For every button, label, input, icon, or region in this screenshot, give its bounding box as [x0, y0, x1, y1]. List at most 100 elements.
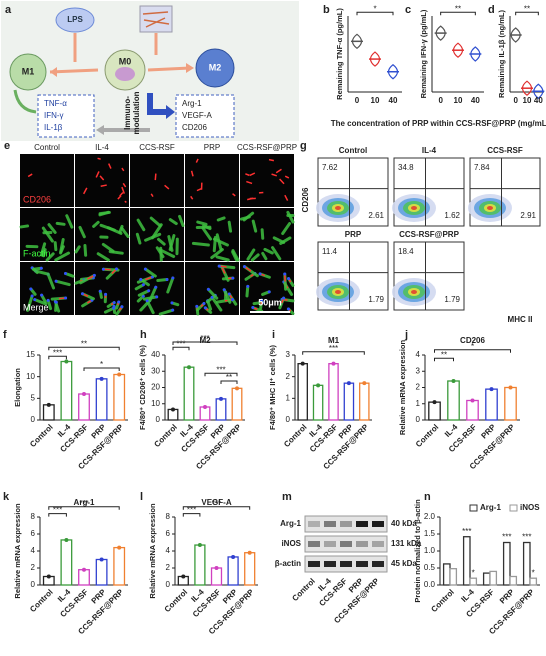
m2-marker: Arg-1 — [182, 99, 202, 108]
micrograph — [185, 208, 239, 261]
quadrant-value: 11.4 — [322, 247, 338, 256]
mean-point — [82, 392, 86, 396]
arrow — [49, 33, 99, 74]
nucleus-stain — [115, 267, 119, 271]
significance-bracket — [302, 351, 365, 355]
bar — [482, 572, 491, 586]
y-axis-label: Relative mRNA expression — [13, 503, 22, 599]
cell-stain — [19, 224, 30, 229]
cell-stain — [150, 193, 154, 198]
y-tick-label: 2 — [31, 563, 36, 572]
bar — [312, 384, 324, 421]
panel-label: g — [300, 140, 307, 152]
cell-stain — [284, 175, 290, 179]
significance: *** — [462, 527, 471, 536]
blot-band — [324, 561, 336, 567]
y-tick-label: 1 — [416, 399, 421, 408]
significance: * — [100, 360, 103, 369]
cell-stain — [250, 253, 260, 262]
blot-size: 40 kDa — [391, 519, 417, 528]
x-tick-label: Control — [152, 423, 178, 449]
m2-marker: VEGF-A — [182, 111, 212, 120]
cell-stain — [135, 232, 142, 245]
cell-stain — [159, 246, 163, 262]
cell-stain — [120, 226, 130, 238]
chart-title: CD206 — [460, 336, 485, 345]
mean-point — [64, 359, 69, 364]
mean-point — [247, 550, 252, 555]
nucleus-stain — [120, 305, 124, 309]
m1-marker: IL-1β — [44, 123, 63, 132]
nucleus-stain — [101, 267, 105, 271]
violin — [387, 63, 399, 80]
cell-stain — [98, 210, 111, 216]
bar — [183, 366, 195, 421]
y-tick-label: 4 — [31, 546, 36, 555]
arrow — [147, 33, 191, 72]
blot-band — [324, 541, 336, 547]
nucleus-stain — [202, 302, 206, 306]
y-tick-label: 0 — [286, 415, 291, 424]
cell-stain — [107, 163, 112, 169]
panel-label: i — [272, 329, 275, 341]
cell-stain — [195, 158, 199, 163]
plot-title: CCS-RSF — [487, 146, 523, 155]
nucleus-stain — [242, 265, 246, 269]
y-tick-label: 0 — [31, 580, 36, 589]
cell-stain — [190, 170, 194, 177]
bar — [194, 544, 206, 586]
nucleus-stain — [246, 284, 250, 288]
blot-band — [356, 541, 368, 547]
chart-title: M2 — [199, 336, 211, 345]
mean-point — [470, 398, 475, 403]
mean-point — [171, 407, 175, 412]
y-tick-label: 6 — [31, 529, 36, 538]
nucleus-stain — [171, 276, 175, 280]
bar — [60, 539, 73, 586]
bar — [210, 567, 223, 586]
m1-cell — [9, 53, 47, 91]
y-tick-label: 3 — [286, 350, 291, 359]
cell-stain — [65, 214, 74, 229]
nucleus-stain — [139, 277, 143, 281]
micrograph — [185, 262, 239, 315]
y-tick-label: 15 — [26, 350, 35, 359]
y-tick-label: 10 — [26, 372, 35, 381]
y-tick-label: 1 — [286, 393, 291, 402]
mean-point — [117, 545, 122, 550]
panel-label: k — [3, 491, 10, 503]
nucleus-stain — [258, 272, 262, 276]
x-tick-label: Control — [28, 423, 54, 449]
legend-swatch — [469, 504, 478, 512]
m1-marker-box — [37, 94, 95, 138]
cell-stain — [191, 241, 210, 247]
bar — [297, 363, 308, 421]
density-contour — [411, 206, 417, 210]
y-tick-label: 5 — [31, 393, 36, 402]
significance-bracket — [204, 372, 238, 377]
mean-point — [197, 543, 202, 548]
cell-stain — [119, 191, 124, 197]
x-tick-label: Control — [414, 423, 440, 449]
blot-band — [372, 541, 384, 547]
row-label: CD206 — [23, 194, 51, 204]
cell-stain — [154, 173, 157, 181]
y-axis-label: F4/80⁺ CD206⁺ cells (%) — [138, 344, 147, 430]
cell-stain — [148, 285, 158, 303]
nucleus-stain — [30, 294, 34, 298]
bar — [113, 546, 126, 586]
m2-marker: CD206 — [182, 123, 207, 132]
cell-stain — [82, 187, 88, 195]
bar — [442, 563, 451, 586]
nucleus-stain — [222, 288, 226, 292]
cell-stain — [95, 171, 100, 178]
significance-bracket — [440, 11, 476, 16]
quadrant-value: 7.62 — [322, 163, 338, 172]
cell-stain — [249, 172, 256, 177]
bar — [489, 570, 498, 586]
mean-point — [99, 376, 104, 381]
cell-stain — [196, 220, 208, 226]
mean-point — [99, 557, 104, 562]
significance-bracket — [182, 513, 201, 517]
cell-stain — [245, 173, 250, 177]
